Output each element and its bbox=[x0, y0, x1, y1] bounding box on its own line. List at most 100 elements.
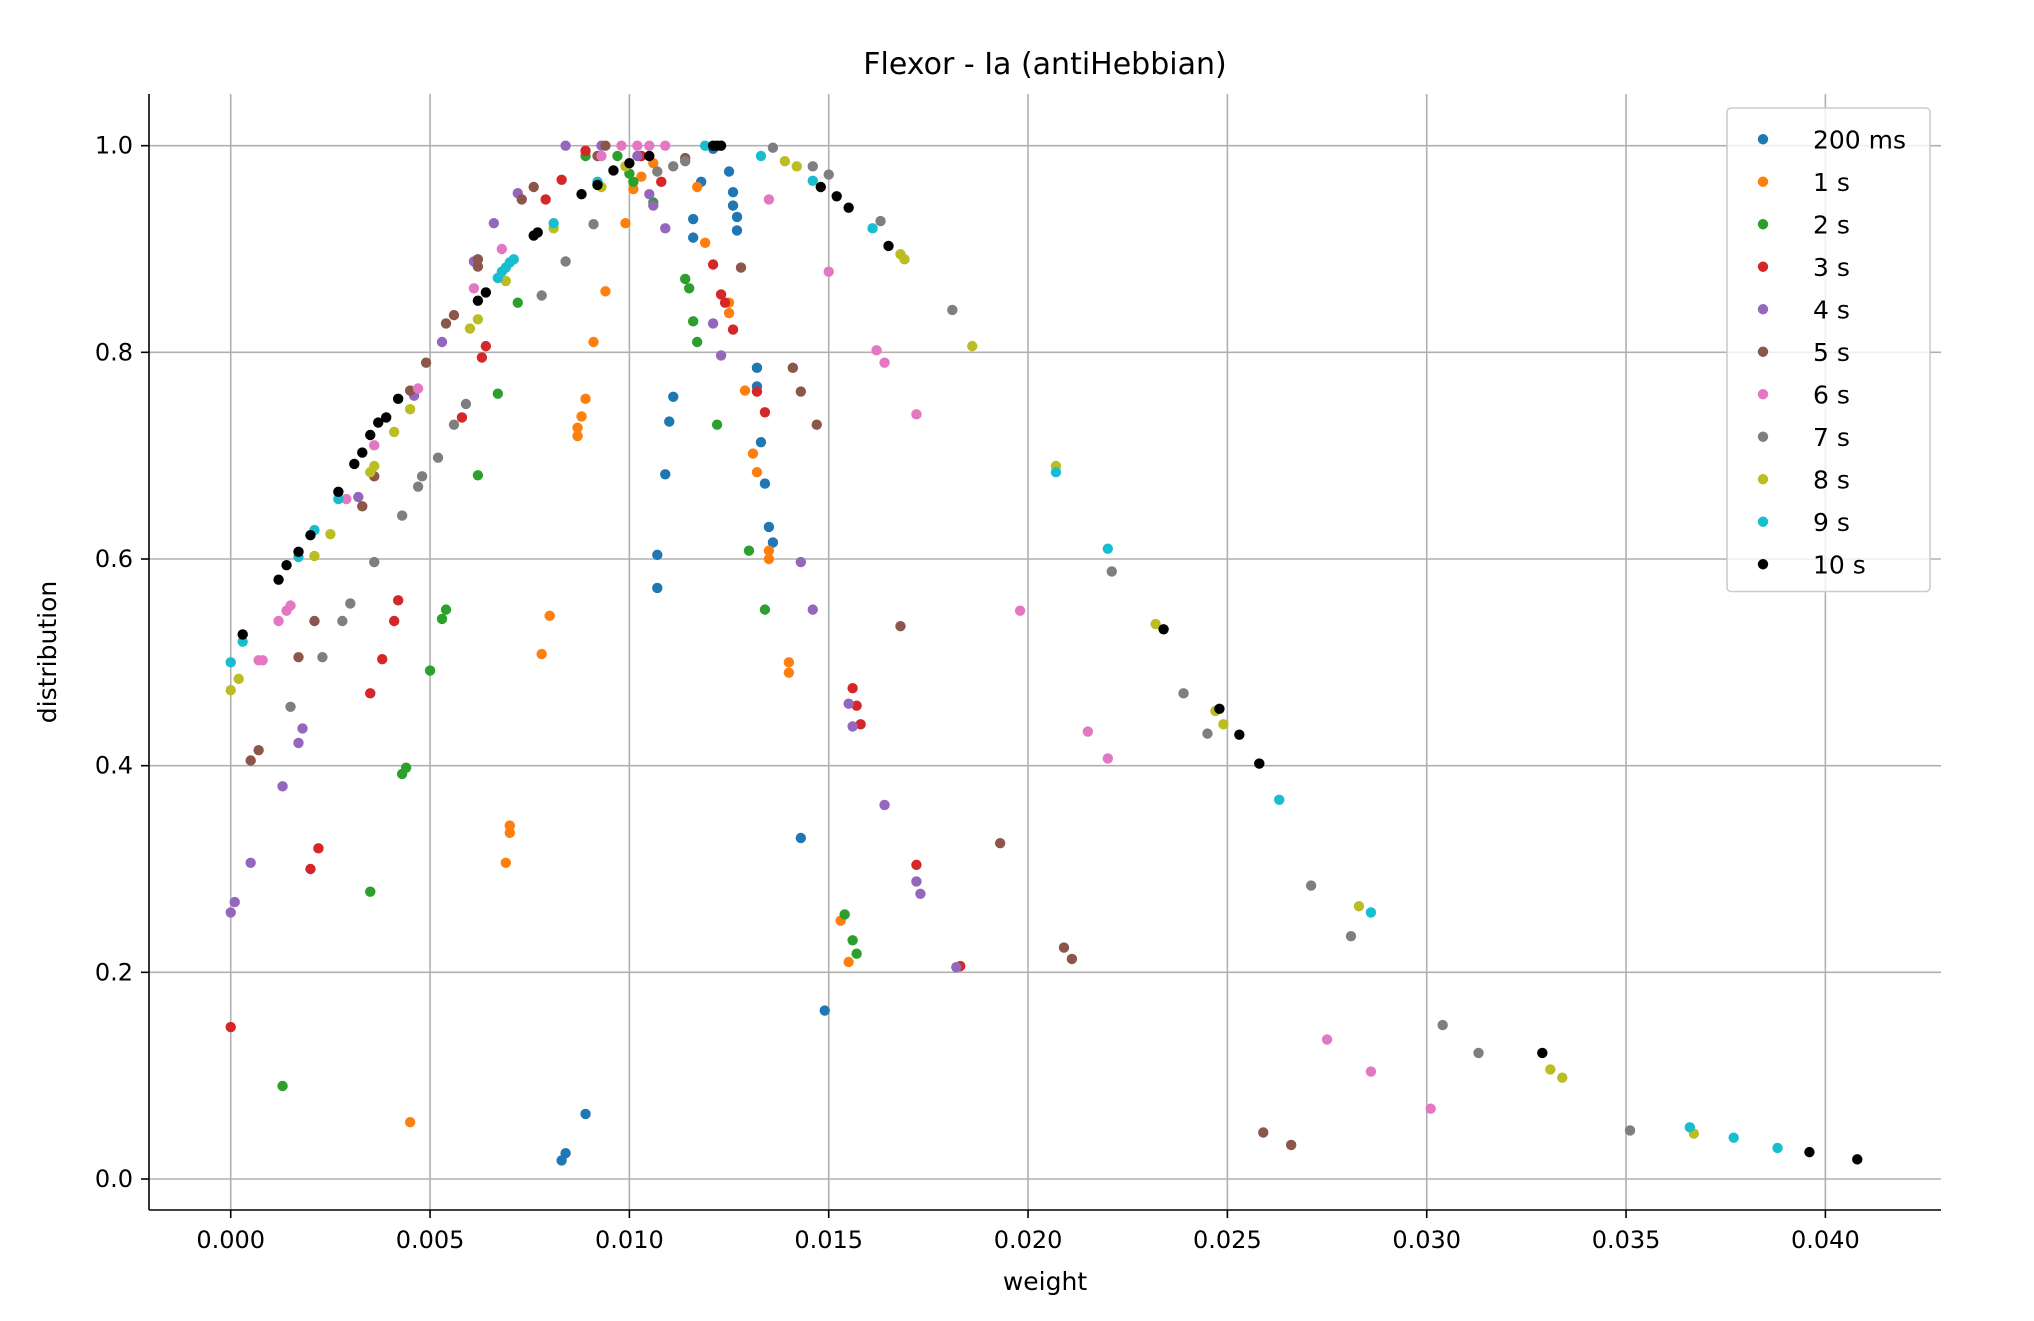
data-point bbox=[1218, 719, 1229, 730]
data-point bbox=[648, 200, 659, 211]
data-point bbox=[560, 140, 571, 151]
data-point bbox=[365, 886, 376, 897]
legend-label: 7 s bbox=[1813, 423, 1850, 452]
data-point bbox=[819, 1005, 830, 1016]
data-point bbox=[229, 896, 240, 908]
data-point bbox=[843, 956, 854, 968]
data-point bbox=[357, 501, 368, 512]
data-point bbox=[911, 409, 922, 420]
data-point bbox=[795, 386, 807, 397]
data-point bbox=[600, 140, 611, 151]
data-point bbox=[281, 560, 292, 571]
data-point bbox=[285, 701, 296, 712]
data-point bbox=[369, 440, 380, 451]
data-point bbox=[807, 604, 818, 615]
data-point bbox=[1178, 688, 1189, 699]
data-point bbox=[516, 194, 527, 205]
legend-label: 10 s bbox=[1813, 550, 1866, 579]
data-point bbox=[628, 183, 639, 195]
data-point bbox=[687, 213, 699, 225]
data-point bbox=[548, 217, 559, 229]
series-200-ms bbox=[556, 143, 830, 1166]
data-point bbox=[245, 857, 256, 868]
x-tick-label: 0.015 bbox=[794, 1226, 863, 1254]
data-point bbox=[951, 961, 962, 973]
data-point bbox=[680, 273, 691, 285]
data-point bbox=[915, 888, 926, 899]
data-point bbox=[616, 140, 627, 151]
data-point bbox=[1365, 907, 1377, 918]
data-point bbox=[508, 254, 519, 265]
data-point bbox=[504, 827, 515, 839]
data-point bbox=[763, 194, 775, 205]
data-point bbox=[715, 350, 727, 361]
data-point bbox=[652, 549, 663, 561]
data-point bbox=[1234, 729, 1245, 740]
y-tick-label: 0.6 bbox=[95, 545, 133, 573]
data-point bbox=[911, 859, 922, 871]
data-point bbox=[404, 385, 416, 396]
data-point bbox=[1772, 1142, 1783, 1154]
data-point bbox=[432, 452, 444, 463]
data-point bbox=[404, 1116, 416, 1128]
data-point bbox=[723, 307, 735, 319]
data-point bbox=[305, 863, 316, 875]
data-point bbox=[580, 1108, 591, 1120]
data-point bbox=[707, 318, 719, 329]
data-point bbox=[468, 283, 480, 294]
data-point bbox=[253, 744, 264, 756]
data-point bbox=[460, 398, 472, 410]
data-point bbox=[492, 388, 504, 399]
data-point bbox=[472, 261, 484, 272]
data-point bbox=[273, 574, 284, 585]
axes: 0.000 0.005 0.010 0.015 0.020 0.025 0.030 0.035… bbox=[95, 94, 1941, 1254]
data-point bbox=[309, 615, 320, 627]
data-point bbox=[843, 698, 854, 709]
data-point bbox=[751, 386, 763, 397]
data-point bbox=[305, 530, 316, 541]
data-point bbox=[1274, 794, 1285, 805]
data-point bbox=[656, 176, 667, 188]
data-point bbox=[1014, 605, 1026, 616]
series-3-s bbox=[225, 145, 966, 1033]
data-point bbox=[1353, 901, 1365, 912]
y-axis-label: distribution bbox=[33, 581, 62, 723]
data-point bbox=[293, 546, 304, 557]
data-point bbox=[392, 595, 404, 606]
legend-label: 6 s bbox=[1813, 380, 1850, 409]
data-point bbox=[664, 416, 675, 427]
x-tick-label: 0.040 bbox=[1791, 1226, 1860, 1254]
data-point bbox=[751, 467, 763, 478]
data-point bbox=[237, 636, 248, 647]
data-point bbox=[755, 150, 767, 162]
data-point bbox=[783, 657, 795, 668]
data-point bbox=[719, 297, 731, 308]
y-tick-label: 0.4 bbox=[95, 752, 133, 780]
data-point bbox=[540, 194, 551, 205]
data-point bbox=[759, 407, 771, 418]
series-10-s bbox=[237, 140, 1863, 1165]
data-point bbox=[1158, 624, 1169, 635]
grid bbox=[149, 94, 1941, 1210]
data-point bbox=[440, 604, 452, 615]
y-tick-label: 0.2 bbox=[95, 958, 133, 986]
legend-label: 8 s bbox=[1813, 465, 1850, 494]
data-point bbox=[795, 832, 807, 844]
data-point bbox=[644, 150, 655, 162]
data-point bbox=[440, 318, 452, 329]
data-point bbox=[851, 948, 862, 959]
data-point bbox=[388, 615, 400, 627]
legend: 200 ms 1 s 2 s 3 s 4 s 5 s 6 s 7 s 8 s 9 s 10 s bbox=[1726, 107, 1931, 593]
data-point bbox=[237, 629, 248, 640]
x-axis-label: weight bbox=[1003, 1267, 1087, 1296]
y-tick-label: 1.0 bbox=[95, 132, 133, 160]
data-point bbox=[464, 323, 476, 334]
data-point bbox=[576, 189, 587, 200]
data-point bbox=[967, 340, 978, 352]
x-tick-label: 0.010 bbox=[595, 1226, 664, 1254]
data-point bbox=[632, 140, 643, 151]
data-point bbox=[1285, 1139, 1297, 1151]
data-point bbox=[660, 223, 671, 234]
data-point bbox=[763, 553, 775, 565]
